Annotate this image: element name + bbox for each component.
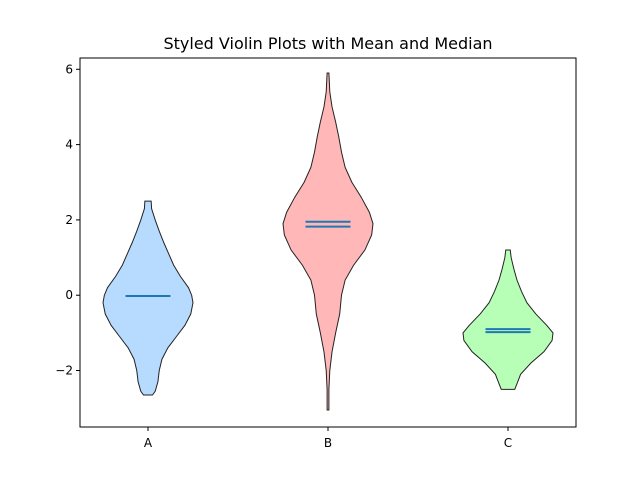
y-tick-label: 4 bbox=[65, 138, 73, 152]
violin-b bbox=[282, 72, 374, 411]
violin-c bbox=[462, 249, 554, 390]
chart-title: Styled Violin Plots with Mean and Median bbox=[163, 34, 492, 53]
x-tick-label: B bbox=[324, 436, 332, 450]
y-tick-label: −2 bbox=[55, 364, 73, 378]
y-axis: −2 0 2 4 6 bbox=[55, 62, 80, 378]
x-tick-label: C bbox=[504, 436, 512, 450]
violins-layer bbox=[102, 72, 554, 411]
x-tick-label: A bbox=[144, 436, 153, 450]
y-tick-label: 6 bbox=[65, 62, 73, 76]
x-axis: A B C bbox=[144, 427, 512, 450]
y-tick-label: 0 bbox=[65, 288, 73, 302]
violin-a bbox=[102, 200, 194, 396]
y-tick-label: 2 bbox=[65, 213, 73, 227]
